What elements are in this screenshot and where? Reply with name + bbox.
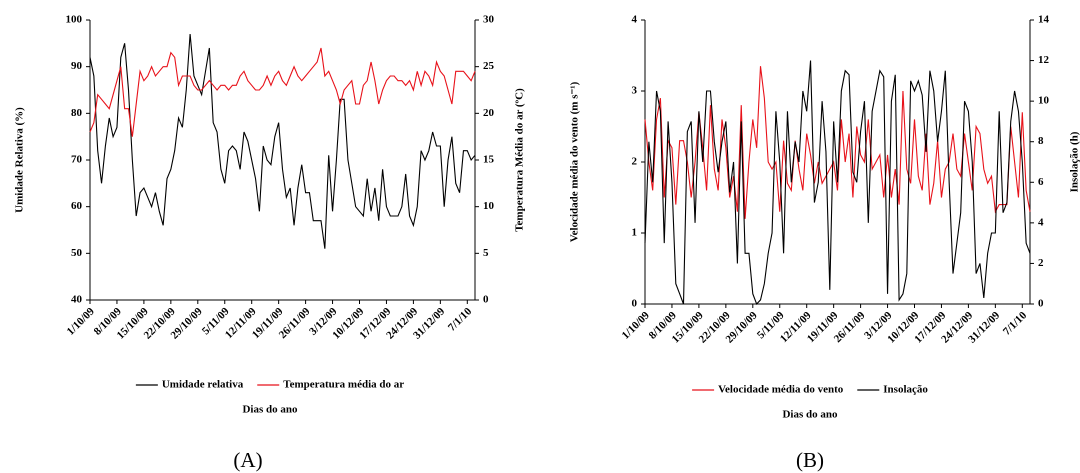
legend: Velocidade média do vento Insolação <box>692 384 928 396</box>
y2-tick-label: 10 <box>1038 95 1050 107</box>
y2-tick-label: 0 <box>483 294 489 306</box>
data-line <box>89 33 476 249</box>
legend-label: Umidade relativa <box>162 379 244 391</box>
y2-tick-label: 14 <box>1038 14 1050 26</box>
x-tick-label: 1/10/09 <box>65 305 98 338</box>
panel-label: (B) <box>796 448 824 472</box>
data-line <box>644 60 1031 306</box>
y2-tick-label: 5 <box>483 247 489 259</box>
y-tick-label: 80 <box>71 107 83 119</box>
y2-tick-label: 4 <box>1038 216 1044 228</box>
y-tick-label: 0 <box>632 298 638 310</box>
legend: Umidade relativa Temperatura média do ar <box>135 379 404 391</box>
y2-tick-label: 12 <box>1038 54 1050 66</box>
x-axis-label: Dias do ano <box>242 404 298 416</box>
y2-tick-label: 0 <box>1038 298 1044 310</box>
y2-tick-label: 8 <box>1038 135 1044 147</box>
y2-tick-label: 20 <box>483 107 495 119</box>
y2-tick-label: 10 <box>483 200 495 212</box>
y-tick-label: 90 <box>71 60 83 72</box>
x-axis-label: Dias do ano <box>782 409 838 421</box>
data-line <box>644 66 1031 219</box>
y2-axis-label: Insolação (h) <box>1069 131 1080 192</box>
y-axis-label: Umidade Relativa (%) <box>14 107 26 213</box>
legend-label: Temperatura média do ar <box>283 379 404 391</box>
x-tick-label: 26/11/09 <box>277 305 313 341</box>
y2-tick-label: 30 <box>483 14 495 26</box>
y-tick-label: 3 <box>632 85 638 97</box>
y2-tick-label: 6 <box>1038 176 1044 188</box>
y-tick-label: 4 <box>632 14 638 26</box>
y2-tick-label: 15 <box>483 154 495 166</box>
x-tick-label: 1/10/09 <box>620 309 653 342</box>
y2-tick-label: 25 <box>483 60 495 72</box>
x-tick-label: 7/1/10 <box>446 305 475 334</box>
y-tick-label: 100 <box>66 14 83 26</box>
y-axis-label: Velocidade média do vento (m s⁻¹) <box>569 81 581 242</box>
y-tick-label: 60 <box>71 200 83 212</box>
y-tick-label: 1 <box>632 227 638 239</box>
y-tick-label: 70 <box>71 154 83 166</box>
y-tick-label: 50 <box>71 247 83 259</box>
x-tick-label: 26/11/09 <box>832 309 868 345</box>
x-tick-label: 7/1/10 <box>1001 309 1030 338</box>
data-line <box>89 47 476 137</box>
panel-label: (A) <box>233 448 262 472</box>
y2-axis-label: Temperatura Média do ar (ºC) <box>514 88 526 232</box>
legend-label: Velocidade média do vento <box>718 384 844 396</box>
y-tick-label: 2 <box>632 156 638 168</box>
y-tick-label: 40 <box>71 294 83 306</box>
legend-label: Insolação <box>883 384 928 396</box>
y2-tick-label: 2 <box>1038 257 1044 269</box>
